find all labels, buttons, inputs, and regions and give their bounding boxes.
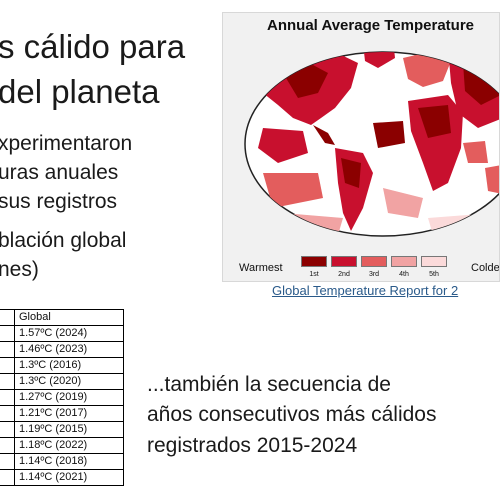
- sequence-text-line-1: ...también la secuencia de: [147, 373, 391, 396]
- legend-swatch-5th: [421, 256, 447, 267]
- table-cell-value: 1.14ºC (2021): [14, 469, 124, 486]
- sequence-text-line-3: registrados 2015-2024: [147, 434, 358, 457]
- slide-title-line-1: s cálido para: [0, 28, 186, 65]
- table-row: 1.3ºC (2020): [0, 373, 124, 390]
- legend-swatch-1st: [301, 256, 327, 267]
- bullet-1-line-2: uras anuales: [0, 161, 119, 184]
- table-cell-value: 1.3ºC (2016): [14, 357, 124, 374]
- bullet-2-line-1: blación global: [0, 229, 127, 252]
- table-cell-value: 1.21ºC (2017): [14, 405, 124, 422]
- table-header-global: Global: [14, 309, 124, 326]
- sequence-text-line-2: años consecutivos más cálidos: [147, 403, 437, 426]
- table-cell-value: 1.27ºC (2019): [14, 389, 124, 406]
- legend-warmest-label: Warmest: [239, 262, 283, 274]
- table-cell-value: 1.18ºC (2022): [14, 437, 124, 454]
- table-row: 1.27ºC (2019): [0, 389, 124, 406]
- table-cell-value: 1.14ºC (2018): [14, 453, 124, 470]
- table-cell-value: 1.3ºC (2020): [14, 373, 124, 390]
- table-row: 1.3ºC (2016): [0, 357, 124, 374]
- legend-rank-label: 5th: [429, 271, 439, 278]
- temperature-map-figure: Annual Average Temperature: [222, 12, 500, 282]
- table-cell-value: 1.46ºC (2023): [14, 341, 124, 358]
- table-row: 1.18ºC (2022): [0, 437, 124, 454]
- legend-swatch-3rd: [361, 256, 387, 267]
- legend-rank-label: 1st: [309, 271, 319, 278]
- map-title: Annual Average Temperature: [267, 17, 475, 34]
- table-row: 1.14ºC (2018): [0, 453, 124, 470]
- legend-swatch-2nd: [331, 256, 357, 267]
- legend-rank-label: 2nd: [338, 271, 350, 278]
- legend-rank-label: 3rd: [368, 271, 380, 278]
- table-cell-value: 1.57ºC (2024): [14, 325, 124, 342]
- table-row: 1.19ºC (2015): [0, 421, 124, 438]
- bullet-1-line-1: xperimentaron: [0, 132, 133, 155]
- bullet-2-line-2: nes): [0, 258, 39, 281]
- table-row: 1.57ºC (2024): [0, 325, 124, 342]
- bullet-1-line-3: sus registros: [0, 190, 118, 213]
- legend-swatch-4th: [391, 256, 417, 267]
- legend-rank-label: 4th: [399, 271, 409, 278]
- slide-title-line-2: del planeta: [0, 73, 160, 110]
- world-map-graphic: [244, 51, 499, 237]
- table-row: 1.14ºC (2021): [0, 469, 124, 486]
- table-row: 1.46ºC (2023): [0, 341, 124, 358]
- global-temperature-report-link[interactable]: Global Temperature Report for 2: [272, 283, 459, 298]
- legend-coldest-label: Colde: [471, 262, 500, 274]
- table-cell-value: 1.19ºC (2015): [14, 421, 124, 438]
- table-header-row: Global: [0, 309, 124, 326]
- warmest-years-table: Global 1.57ºC (2024) 1.46ºC (2023) 1.3ºC…: [0, 309, 124, 486]
- table-row: 1.21ºC (2017): [0, 405, 124, 422]
